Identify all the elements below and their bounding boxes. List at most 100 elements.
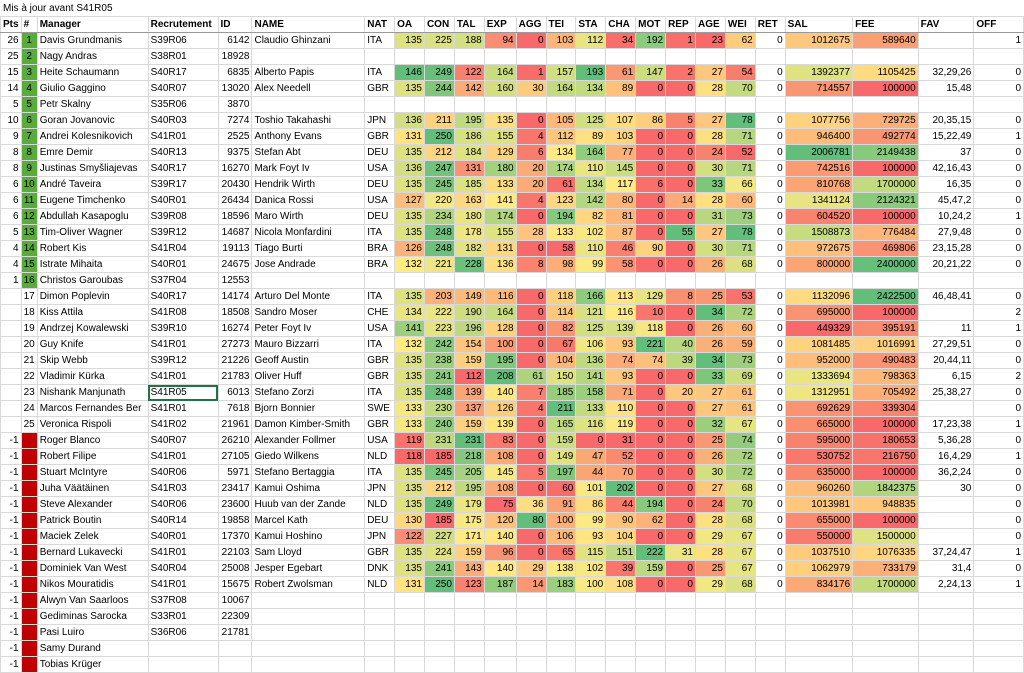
- cell-id[interactable]: 14687: [217, 224, 253, 241]
- cell-rep[interactable]: 0: [665, 480, 696, 497]
- cell-ret[interactable]: 0: [754, 352, 786, 369]
- cell-recrutement[interactable]: S40R03: [147, 112, 219, 129]
- cell-cha[interactable]: 80: [605, 192, 637, 209]
- cell-manager[interactable]: Pasi Luiro: [36, 624, 149, 641]
- cell-rep[interactable]: [665, 624, 696, 641]
- cell-tal[interactable]: 159: [453, 544, 485, 561]
- cell-pts[interactable]: [0, 352, 22, 369]
- cell-name[interactable]: Nicola Monfardini: [251, 224, 366, 241]
- cell-sta[interactable]: [575, 640, 607, 657]
- cell-tei[interactable]: 174: [545, 160, 577, 177]
- cell-name[interactable]: Sam Lloyd: [251, 544, 366, 561]
- cell-pts[interactable]: -1: [0, 592, 22, 609]
- cell-name[interactable]: [251, 48, 366, 65]
- cell-con[interactable]: 211: [423, 112, 455, 129]
- cell-off[interactable]: 1: [973, 544, 1024, 561]
- cell-id[interactable]: 7618: [217, 400, 253, 417]
- cell-tei[interactable]: [545, 272, 577, 289]
- cell-recrutement[interactable]: S40R13: [147, 144, 219, 161]
- cell-age[interactable]: 25: [694, 560, 726, 577]
- cell-pts[interactable]: [0, 336, 22, 353]
- cell-sta[interactable]: [575, 272, 607, 289]
- cell-id[interactable]: 19858: [217, 512, 253, 529]
- cell-exp[interactable]: 164: [483, 304, 517, 321]
- cell-name[interactable]: Mark Foyt Iv: [251, 160, 366, 177]
- cell-exp[interactable]: 187: [483, 576, 517, 593]
- cell-#[interactable]: [20, 656, 38, 673]
- cell-sta[interactable]: 110: [575, 240, 607, 257]
- cell-con[interactable]: 223: [423, 320, 455, 337]
- cell-con[interactable]: 244: [423, 80, 455, 97]
- cell-name[interactable]: Arturo Del Monte: [251, 288, 366, 305]
- cell-sta[interactable]: 193: [575, 64, 607, 81]
- cell-con[interactable]: 250: [423, 576, 455, 593]
- cell-tal[interactable]: [453, 592, 485, 609]
- cell-cha[interactable]: 108: [605, 576, 637, 593]
- cell-sal[interactable]: 952000: [784, 352, 854, 369]
- cell-pts[interactable]: [0, 368, 22, 385]
- cell-wei[interactable]: [724, 48, 756, 65]
- cell-agg[interactable]: [515, 624, 547, 641]
- cell-pts[interactable]: 8: [0, 160, 22, 177]
- cell-tei[interactable]: 91: [545, 496, 577, 513]
- cell-recrutement[interactable]: S40R01: [147, 528, 219, 545]
- cell-off[interactable]: [973, 656, 1024, 673]
- cell-mot[interactable]: 74: [635, 352, 667, 369]
- cell-tal[interactable]: 205: [453, 464, 485, 481]
- cell-ret[interactable]: [754, 656, 786, 673]
- cell-fee[interactable]: 469806: [852, 240, 919, 257]
- cell-ret[interactable]: 0: [754, 384, 786, 401]
- cell-nat[interactable]: GBR: [364, 128, 396, 145]
- cell-recrutement[interactable]: S40R01: [147, 192, 219, 209]
- cell-sta[interactable]: 134: [575, 176, 607, 193]
- cell-cha[interactable]: 31: [605, 432, 637, 449]
- column-header[interactable]: AGG: [515, 16, 547, 33]
- cell-ret[interactable]: 0: [754, 208, 786, 225]
- cell-fee[interactable]: 180653: [852, 432, 919, 449]
- cell-off[interactable]: [973, 96, 1024, 113]
- cell-tal[interactable]: 139: [453, 384, 485, 401]
- column-header[interactable]: FAV: [917, 16, 975, 33]
- cell-off[interactable]: 0: [973, 400, 1024, 417]
- cell-fav[interactable]: [917, 304, 975, 321]
- cell-rep[interactable]: 20: [665, 384, 696, 401]
- cell-fav[interactable]: 2,24,13: [917, 576, 975, 593]
- cell-cha[interactable]: 74: [605, 352, 637, 369]
- column-header[interactable]: CON: [423, 16, 455, 33]
- cell-fav[interactable]: 16,4,29: [917, 448, 975, 465]
- cell-sta[interactable]: 99: [575, 512, 607, 529]
- cell-#[interactable]: [20, 576, 38, 593]
- cell-wei[interactable]: 78: [724, 224, 756, 241]
- cell-manager[interactable]: Steve Alexander: [36, 496, 149, 513]
- cell-fee[interactable]: 100000: [852, 208, 919, 225]
- cell-cha[interactable]: [605, 624, 637, 641]
- cell-oa[interactable]: 135: [394, 80, 425, 97]
- cell-#[interactable]: 14: [20, 240, 38, 257]
- cell-wei[interactable]: 54: [724, 64, 756, 81]
- cell-nat[interactable]: GBR: [364, 352, 396, 369]
- cell-sal[interactable]: 604520: [784, 208, 854, 225]
- cell-sal[interactable]: [784, 272, 854, 289]
- cell-wei[interactable]: 62: [724, 32, 756, 49]
- cell-exp[interactable]: 160: [483, 80, 517, 97]
- cell-oa[interactable]: 126: [394, 240, 425, 257]
- column-header[interactable]: SAL: [784, 16, 854, 33]
- cell-nat[interactable]: BRA: [364, 256, 396, 273]
- cell-ret[interactable]: 0: [754, 240, 786, 257]
- cell-fav[interactable]: [917, 496, 975, 513]
- cell-id[interactable]: 12553: [217, 272, 253, 289]
- cell-nat[interactable]: GBR: [364, 416, 396, 433]
- cell-#[interactable]: 23: [20, 384, 38, 401]
- cell-exp[interactable]: 83: [483, 432, 517, 449]
- cell-fee[interactable]: [852, 656, 919, 673]
- cell-sal[interactable]: 810768: [784, 176, 854, 193]
- cell-#[interactable]: 11: [20, 192, 38, 209]
- cell-#[interactable]: [20, 464, 38, 481]
- cell-rep[interactable]: 0: [665, 176, 696, 193]
- cell-oa[interactable]: 135: [394, 32, 425, 49]
- cell-pts[interactable]: [0, 320, 22, 337]
- cell-tal[interactable]: 180: [453, 208, 485, 225]
- cell-con[interactable]: 240: [423, 416, 455, 433]
- cell-tal[interactable]: [453, 96, 485, 113]
- cell-wei[interactable]: 68: [724, 576, 756, 593]
